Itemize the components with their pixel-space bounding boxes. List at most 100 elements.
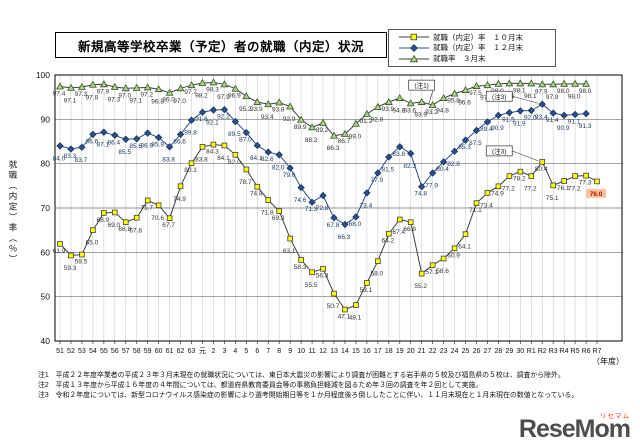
svg-text:22: 22 bbox=[429, 348, 437, 355]
svg-text:96.0: 96.0 bbox=[162, 97, 175, 104]
svg-text:50: 50 bbox=[41, 292, 51, 302]
svg-text:97.1: 97.1 bbox=[64, 97, 77, 104]
svg-text:85.5: 85.5 bbox=[118, 149, 131, 156]
svg-text:78.7: 78.7 bbox=[239, 179, 252, 186]
svg-text:97.0: 97.0 bbox=[118, 92, 131, 99]
svg-text:91.5: 91.5 bbox=[502, 117, 515, 124]
svg-text:100: 100 bbox=[36, 70, 50, 80]
svg-text:58.3: 58.3 bbox=[294, 264, 307, 271]
svg-text:59.5: 59.5 bbox=[75, 259, 88, 266]
plot-frame bbox=[54, 74, 623, 342]
svg-text:74.8: 74.8 bbox=[414, 191, 427, 198]
svg-text:3: 3 bbox=[222, 348, 226, 355]
svg-text:87.5: 87.5 bbox=[469, 140, 482, 147]
svg-text:16: 16 bbox=[363, 348, 371, 355]
svg-text:90.9: 90.9 bbox=[557, 125, 570, 132]
svg-text:96.8: 96.8 bbox=[151, 99, 164, 106]
svg-text:55.2: 55.2 bbox=[414, 283, 427, 290]
december-series-icon bbox=[399, 44, 429, 52]
svg-text:80: 80 bbox=[41, 159, 51, 169]
svg-text:91.1: 91.1 bbox=[568, 118, 581, 125]
svg-text:6: 6 bbox=[255, 348, 259, 355]
svg-text:96.6: 96.6 bbox=[458, 100, 471, 107]
svg-text:7: 7 bbox=[266, 348, 270, 355]
svg-text:97.3: 97.3 bbox=[75, 91, 88, 98]
svg-text:27: 27 bbox=[484, 348, 492, 355]
svg-text:40: 40 bbox=[41, 336, 51, 346]
svg-text:98.1: 98.1 bbox=[524, 93, 537, 100]
svg-text:R5: R5 bbox=[571, 348, 580, 355]
svg-text:77.2: 77.2 bbox=[524, 186, 537, 193]
svg-text:85.6: 85.6 bbox=[129, 143, 142, 150]
x-axis-unit: （年度） bbox=[592, 356, 624, 366]
svg-text:97.9: 97.9 bbox=[546, 94, 559, 101]
svg-text:83.8: 83.8 bbox=[392, 151, 405, 158]
svg-text:77.3: 77.3 bbox=[579, 180, 592, 187]
svg-text:82.8: 82.8 bbox=[447, 161, 460, 168]
series-december: 84.083.383.786.687.186.485.585.686.985.9… bbox=[53, 100, 592, 241]
svg-text:78.2: 78.2 bbox=[513, 176, 526, 183]
svg-text:92.1: 92.1 bbox=[206, 120, 219, 127]
svg-text:86.3: 86.3 bbox=[327, 145, 340, 152]
svg-text:29: 29 bbox=[505, 348, 513, 355]
svg-text:71.3: 71.3 bbox=[305, 206, 318, 213]
svg-text:53: 53 bbox=[78, 348, 86, 355]
svg-text:74.9: 74.9 bbox=[173, 196, 186, 203]
svg-text:89.8: 89.8 bbox=[184, 130, 197, 137]
svg-text:11: 11 bbox=[308, 348, 315, 355]
gridlines bbox=[55, 75, 622, 341]
svg-text:64.2: 64.2 bbox=[381, 238, 394, 245]
svg-text:93.8: 93.8 bbox=[272, 106, 285, 113]
svg-text:97.9: 97.9 bbox=[97, 88, 110, 95]
footnote-2: 注2 平成１３年度から平成１６年度の４年間については、都道府県教育委員会等の事務… bbox=[38, 382, 483, 390]
svg-text:86.6: 86.6 bbox=[173, 138, 186, 145]
svg-text:55: 55 bbox=[100, 348, 108, 355]
svg-text:61.9: 61.9 bbox=[53, 248, 66, 255]
svg-text:63.1: 63.1 bbox=[283, 248, 296, 255]
svg-text:67.8: 67.8 bbox=[327, 222, 340, 229]
svg-text:89.2: 89.2 bbox=[316, 127, 329, 134]
svg-text:70: 70 bbox=[41, 203, 51, 213]
svg-text:77.2: 77.2 bbox=[502, 186, 515, 193]
svg-text:66.8: 66.8 bbox=[118, 226, 131, 233]
svg-text:4: 4 bbox=[233, 348, 237, 355]
svg-text:97.2: 97.2 bbox=[140, 91, 153, 98]
svg-text:70.6: 70.6 bbox=[151, 215, 164, 222]
svg-text:77.9: 77.9 bbox=[425, 182, 438, 189]
svg-text:98.1: 98.1 bbox=[513, 87, 526, 94]
svg-text:5: 5 bbox=[244, 348, 248, 355]
y-axis-title: 就職（内定）率（％） bbox=[8, 160, 18, 265]
svg-text:57.1: 57.1 bbox=[425, 269, 438, 276]
svg-text:93.4: 93.4 bbox=[261, 114, 274, 121]
svg-text:76.1: 76.1 bbox=[557, 185, 570, 192]
svg-text:90: 90 bbox=[41, 114, 51, 124]
svg-text:91.9: 91.9 bbox=[513, 120, 526, 127]
october-series-icon bbox=[399, 34, 429, 41]
svg-text:60: 60 bbox=[41, 247, 51, 257]
svg-text:76.0: 76.0 bbox=[590, 191, 603, 198]
svg-text:93.9: 93.9 bbox=[381, 106, 394, 113]
svg-text:72.8: 72.8 bbox=[316, 205, 329, 212]
svg-text:86.4: 86.4 bbox=[107, 139, 120, 146]
svg-text:68.0: 68.0 bbox=[349, 221, 362, 228]
resemom-logo[interactable]: リセマム ReseMom bbox=[518, 413, 631, 443]
svg-text:82.3: 82.3 bbox=[403, 163, 416, 170]
svg-text:92.9: 92.9 bbox=[283, 116, 296, 123]
footnotes: 注1 平成２２年度卒業者の平成２３年３月末現在の就職状況については、東日本大震災… bbox=[38, 371, 630, 402]
legend-label: 就職（内定）率 １２月末 bbox=[433, 43, 523, 53]
svg-text:14: 14 bbox=[341, 348, 349, 355]
svg-text:84.1: 84.1 bbox=[250, 155, 263, 162]
svg-text:26: 26 bbox=[473, 348, 481, 355]
svg-text:97.4: 97.4 bbox=[53, 91, 66, 98]
resemom-logo-text: ReseMom bbox=[518, 415, 631, 443]
svg-text:57: 57 bbox=[122, 348, 130, 355]
svg-text:98.0: 98.0 bbox=[568, 93, 581, 100]
svg-text:50.7: 50.7 bbox=[327, 303, 340, 310]
svg-text:84.1: 84.1 bbox=[217, 155, 230, 162]
svg-text:69.3: 69.3 bbox=[272, 215, 285, 222]
svg-text:89.0: 89.0 bbox=[349, 133, 362, 140]
svg-text:93.4: 93.4 bbox=[535, 114, 548, 121]
svg-text:92.0: 92.0 bbox=[524, 114, 537, 121]
